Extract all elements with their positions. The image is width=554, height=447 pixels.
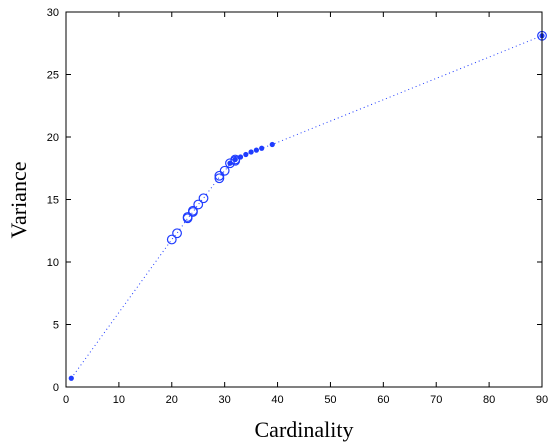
filled-dot-point bbox=[237, 154, 244, 160]
open-circle-point bbox=[230, 154, 241, 165]
y-tick-label: 15 bbox=[47, 195, 59, 207]
x-tick-label: 30 bbox=[219, 394, 231, 406]
y-tick-label: 5 bbox=[53, 320, 59, 332]
x-tick-label: 60 bbox=[377, 394, 389, 406]
open-circle-point bbox=[198, 193, 209, 204]
x-tick-label: 40 bbox=[271, 394, 283, 406]
x-tick-label: 50 bbox=[324, 394, 336, 406]
open-circle-point bbox=[214, 170, 225, 181]
plot-marks bbox=[68, 30, 547, 381]
filled-dot-point bbox=[248, 149, 254, 155]
x-tick-label: 0 bbox=[63, 394, 69, 406]
y-tick-label: 20 bbox=[47, 132, 59, 144]
filled-dot-point bbox=[259, 145, 265, 151]
x-axis-title: Cardinality bbox=[255, 417, 354, 442]
x-tick-label: 70 bbox=[430, 394, 442, 406]
open-circle-point bbox=[166, 234, 177, 245]
x-tick-label: 20 bbox=[166, 394, 178, 406]
filled-dot-point bbox=[227, 160, 233, 166]
open-circle-point bbox=[188, 205, 198, 216]
filled-dot-point bbox=[269, 141, 275, 148]
x-tick-label: 80 bbox=[483, 394, 495, 406]
open-circle-point bbox=[182, 212, 193, 222]
filled-dot-point bbox=[243, 151, 249, 158]
y-tick-label: 0 bbox=[53, 382, 59, 394]
y-axis-title: Variance bbox=[6, 162, 31, 239]
axes-box bbox=[65, 11, 543, 388]
open-circle-point bbox=[214, 173, 225, 184]
open-circle-point bbox=[219, 165, 230, 176]
filled-dot-point bbox=[253, 147, 259, 153]
open-circle-point bbox=[193, 199, 204, 210]
axis-ticks: 0 10 20 30 40 50 60 70 80 90 0 5 10 15 20 25 30 bbox=[47, 7, 548, 406]
y-tick-label: 30 bbox=[47, 7, 59, 19]
filled-dot-point bbox=[232, 156, 238, 163]
filled-dot-point bbox=[68, 375, 74, 381]
y-tick-label: 25 bbox=[47, 70, 59, 82]
series-dotted-line bbox=[70, 35, 543, 379]
x-tick-label: 10 bbox=[113, 394, 125, 406]
x-tick-label: 90 bbox=[536, 394, 548, 406]
y-tick-label: 10 bbox=[47, 257, 59, 269]
open-circle-point bbox=[172, 228, 182, 239]
